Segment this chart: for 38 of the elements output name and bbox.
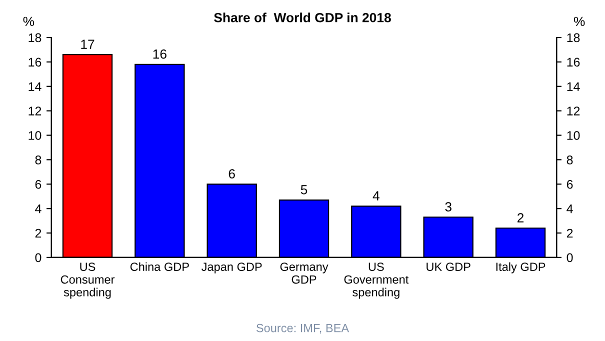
y2-tick-label: 14: [567, 82, 580, 91]
y-tick-label: 0: [35, 253, 42, 262]
x-tick-label: Japan GDP: [202, 262, 262, 274]
data-label: 16: [153, 49, 166, 59]
y-tick-label: 4: [35, 204, 42, 214]
y-tick-label: 8: [35, 156, 42, 164]
x-tick-label: US Consumer spending: [60, 262, 115, 299]
x-tick-label: Italy GDP: [496, 262, 546, 274]
y2-tick-label: 16: [567, 58, 580, 67]
y-tick-label: 12: [28, 106, 42, 116]
y-tick-label: 6: [35, 180, 42, 189]
y-tick-label: 16: [28, 58, 42, 67]
y2-tick-label: 0: [566, 253, 573, 262]
x-tick-label: China GDP: [130, 262, 189, 271]
y2-tick-label: 8: [566, 156, 573, 164]
data-label: 2: [518, 213, 524, 222]
x-tick-label: US Government spending: [344, 262, 409, 299]
y-tick-label: 14: [28, 82, 42, 91]
y-tick-label: 10: [28, 131, 42, 140]
y2-axis-title: %: [574, 16, 585, 26]
y-tick-label: 18: [28, 33, 42, 42]
data-label: 3: [445, 202, 452, 212]
chart-title: Share of World GDP in 2018: [214, 12, 391, 22]
x-tick-label: UK GDP: [426, 262, 470, 271]
source-note: Source: IMF, BEA: [256, 324, 350, 334]
y2-tick-label: 10: [567, 131, 580, 140]
y-axis-title: %: [23, 16, 34, 26]
y2-tick-label: 4: [566, 204, 573, 214]
y2-tick-label: 2: [566, 228, 573, 238]
data-label: 5: [300, 185, 308, 194]
data-label: 17: [81, 40, 94, 49]
y2-tick-label: 18: [567, 33, 580, 42]
data-label: 4: [372, 191, 380, 200]
y2-tick-label: 12: [567, 106, 580, 116]
y-tick-label: 2: [35, 228, 42, 238]
y2-tick-label: 6: [566, 180, 573, 189]
x-tick-label: Germany GDP: [280, 262, 328, 284]
data-label: 6: [228, 169, 235, 178]
